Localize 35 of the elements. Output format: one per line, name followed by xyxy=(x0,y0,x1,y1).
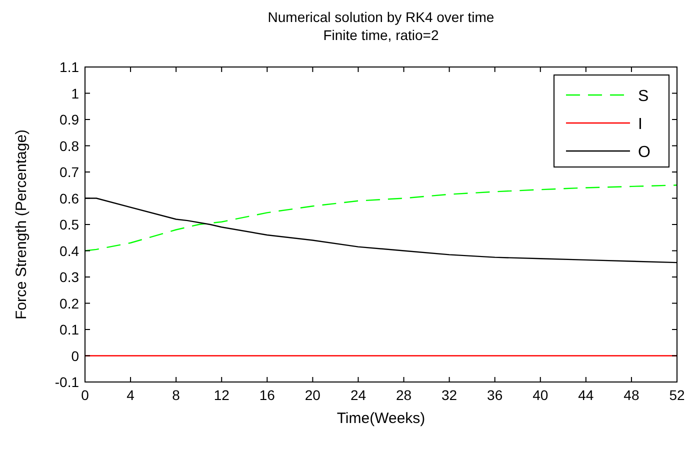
x-tick-label: 36 xyxy=(487,387,503,403)
x-tick-label: 4 xyxy=(126,387,135,403)
x-tick-label: 24 xyxy=(350,387,366,403)
y-tick-label: 0 xyxy=(71,348,80,364)
y-tick-label: 0.3 xyxy=(60,269,80,285)
y-tick-label: 0.2 xyxy=(60,295,80,312)
legend-label: O xyxy=(638,144,650,161)
y-tick-label: 1 xyxy=(71,85,80,102)
x-tick-label: 32 xyxy=(442,387,458,403)
x-tick-label: 40 xyxy=(532,387,548,403)
line-series xyxy=(84,184,678,252)
x-tick-label: 52 xyxy=(669,387,685,403)
x-tick-label: 28 xyxy=(396,387,412,403)
x-tick-label: 20 xyxy=(304,387,321,403)
x-axis-title: Time(Weeks) xyxy=(336,410,426,427)
chart-subtitle: Finite time, ratio=2 xyxy=(323,27,439,43)
x-tick-label: 0 xyxy=(81,387,90,403)
y-tick-label: 0.4 xyxy=(60,242,80,259)
y-tick-label: 0.7 xyxy=(60,164,80,180)
y-tick-label: 0.1 xyxy=(60,322,80,338)
y-tick-label: 0.9 xyxy=(60,112,80,128)
y-tick-label: 0.8 xyxy=(60,138,80,154)
x-tick-label: 48 xyxy=(624,387,640,403)
y-tick-label: 0.6 xyxy=(60,190,80,206)
legend-label: I xyxy=(638,116,642,133)
y-tick-label: 0.5 xyxy=(60,216,80,232)
y-tick-label: 1.1 xyxy=(60,59,80,75)
x-tick-label: 16 xyxy=(259,387,276,403)
legend-label: S xyxy=(638,88,649,105)
x-tick-label: 44 xyxy=(578,387,594,403)
x-tick-label: 8 xyxy=(172,387,180,403)
chart-title: Numerical solution by RK4 over time xyxy=(268,9,494,25)
y-axis-title: Force Strength (Percentage) xyxy=(13,129,30,320)
y-tick-label: -0.1 xyxy=(54,374,80,390)
x-tick-label: 12 xyxy=(214,387,230,403)
